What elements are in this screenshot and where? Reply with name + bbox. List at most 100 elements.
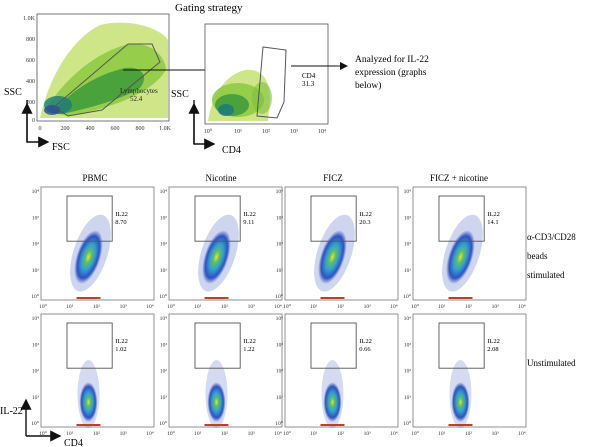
x-log-tick: 10² bbox=[465, 304, 473, 310]
cd4-axis-label-top: CD4 bbox=[222, 145, 241, 156]
il22-gate-value: 0.66 bbox=[359, 346, 371, 353]
y-tick-0: 0 bbox=[32, 118, 35, 124]
ssc-axis-label-2: SSC bbox=[171, 89, 189, 100]
column-header-nicotine: Nicotine bbox=[206, 173, 237, 183]
column-header-ficz-nicotine: FICZ + nicotine bbox=[430, 173, 488, 183]
cd4-ssc-plot: CD4 31.3 10⁰ 10¹ 10² 10³ 10⁴ SSC CD4 bbox=[171, 23, 329, 156]
x-tick-800: 800 bbox=[136, 126, 145, 132]
cd4-x-tick-0: 10⁰ bbox=[204, 128, 213, 135]
il22-gate-name: IL22 bbox=[115, 211, 128, 218]
x-log-tick: 10¹ bbox=[438, 304, 446, 310]
analyzed-note-line-1: Analyzed for IL-22 bbox=[355, 54, 429, 65]
x-log-tick: 10¹ bbox=[310, 304, 318, 310]
y-log-tick: 10³ bbox=[32, 342, 40, 348]
density-cloud bbox=[77, 360, 100, 429]
il22-gate bbox=[310, 195, 357, 242]
y-log-tick: 10³ bbox=[276, 342, 284, 348]
analyzed-note-line-2: expression (graphs bbox=[355, 67, 427, 78]
panel-frame bbox=[412, 313, 527, 428]
il22-gate bbox=[66, 322, 113, 369]
il22-gate-name: IL22 bbox=[243, 211, 256, 218]
x-log-tick: 10¹ bbox=[438, 431, 446, 437]
x-tick-0: 0 bbox=[39, 126, 42, 132]
il22-gate-name: IL22 bbox=[487, 211, 500, 218]
y-log-tick: 10¹ bbox=[160, 395, 168, 401]
x-log-tick: 10⁴ bbox=[146, 304, 154, 310]
cd4-x-tick-4: 10⁴ bbox=[318, 129, 326, 135]
y-log-tick: 10¹ bbox=[32, 268, 40, 274]
il22-gate-value: 14.1 bbox=[487, 219, 498, 226]
x-log-tick: 10⁴ bbox=[518, 304, 526, 310]
analyzed-note: Analyzed for IL-22 expression (graphs be… bbox=[355, 54, 429, 91]
cd4-x-tick-1: 10¹ bbox=[234, 129, 242, 135]
x-log-tick: 10² bbox=[337, 431, 345, 437]
density-cloud bbox=[70, 214, 111, 292]
panel-frame bbox=[284, 313, 399, 428]
column-header-pbmc: PBMC bbox=[82, 173, 107, 183]
x-tick-200: 200 bbox=[61, 126, 70, 132]
fsc-axis-label: FSC bbox=[52, 142, 70, 153]
il22-gate bbox=[194, 322, 241, 369]
y-log-tick: 10³ bbox=[276, 215, 284, 221]
y-log-tick: 10³ bbox=[404, 342, 412, 348]
x-log-tick: 10⁰ bbox=[411, 303, 420, 310]
y-log-tick: 10² bbox=[160, 242, 168, 248]
y-log-tick: 10⁴ bbox=[32, 189, 40, 195]
y-log-tick: 10⁰ bbox=[159, 420, 168, 427]
y-log-tick: 10² bbox=[404, 369, 412, 375]
y-log-tick: 10⁰ bbox=[403, 420, 412, 427]
x-log-tick: 10⁰ bbox=[39, 430, 48, 437]
y-log-tick: 10¹ bbox=[404, 395, 412, 401]
x-log-tick: 10¹ bbox=[310, 431, 318, 437]
lymphocyte-gate-value: 52.4 bbox=[130, 95, 143, 103]
x-log-tick: 10⁰ bbox=[39, 303, 48, 310]
x-log-tick: 10⁰ bbox=[167, 430, 176, 437]
x-log-tick: 10¹ bbox=[66, 304, 74, 310]
y-log-tick: 10² bbox=[276, 242, 284, 248]
x-log-tick: 10² bbox=[337, 304, 345, 310]
y-tick-800: 800 bbox=[26, 37, 35, 43]
il22-gate-name: IL22 bbox=[487, 338, 500, 345]
x-log-tick: 10⁰ bbox=[283, 303, 292, 310]
y-log-tick: 10¹ bbox=[32, 395, 40, 401]
cd4-x-tick-3: 10³ bbox=[290, 129, 298, 135]
x-log-tick: 10² bbox=[93, 431, 101, 437]
il22-gate-value: 20.3 bbox=[359, 219, 370, 226]
y-log-tick: 10⁰ bbox=[31, 420, 40, 427]
il22-gate bbox=[194, 195, 241, 242]
x-log-tick: 10³ bbox=[248, 431, 256, 437]
y-log-tick: 10⁴ bbox=[276, 189, 284, 195]
row-label-stimulated-line-1: α-CD3/CD28 bbox=[527, 232, 576, 242]
y-log-tick: 10⁴ bbox=[160, 189, 168, 195]
ssc-axis-label: SSC bbox=[4, 87, 22, 98]
y-log-tick: 10⁰ bbox=[159, 293, 168, 300]
x-log-tick: 10³ bbox=[364, 304, 372, 310]
y-log-tick: 10⁴ bbox=[404, 316, 412, 322]
x-log-tick: 10⁰ bbox=[411, 430, 420, 437]
x-log-tick: 10⁴ bbox=[518, 431, 526, 437]
x-log-tick: 10⁰ bbox=[167, 303, 176, 310]
cd4-gate-value: 31.3 bbox=[302, 80, 315, 88]
row-label-unstimulated: Unstimulated bbox=[527, 358, 576, 368]
lymphocyte-gate-name: Lymphocytes bbox=[120, 87, 158, 95]
x-log-tick: 10² bbox=[221, 304, 229, 310]
y-tick-400: 400 bbox=[26, 79, 35, 85]
y-log-tick: 10¹ bbox=[160, 268, 168, 274]
x-log-tick: 10¹ bbox=[194, 431, 202, 437]
density-cloud bbox=[198, 214, 239, 292]
x-log-tick: 10⁴ bbox=[146, 431, 154, 437]
row-label-stimulated-line-2: beads bbox=[527, 251, 548, 261]
density-cloud bbox=[314, 214, 355, 292]
y-log-tick: 10⁰ bbox=[275, 420, 284, 427]
cd4-axis-label-bottom: CD4 bbox=[64, 438, 83, 447]
il22-gate-value: 1.22 bbox=[243, 346, 254, 353]
x-log-tick: 10³ bbox=[120, 431, 128, 437]
lymphocyte-gate bbox=[53, 43, 161, 117]
x-tick-400: 400 bbox=[86, 126, 95, 132]
